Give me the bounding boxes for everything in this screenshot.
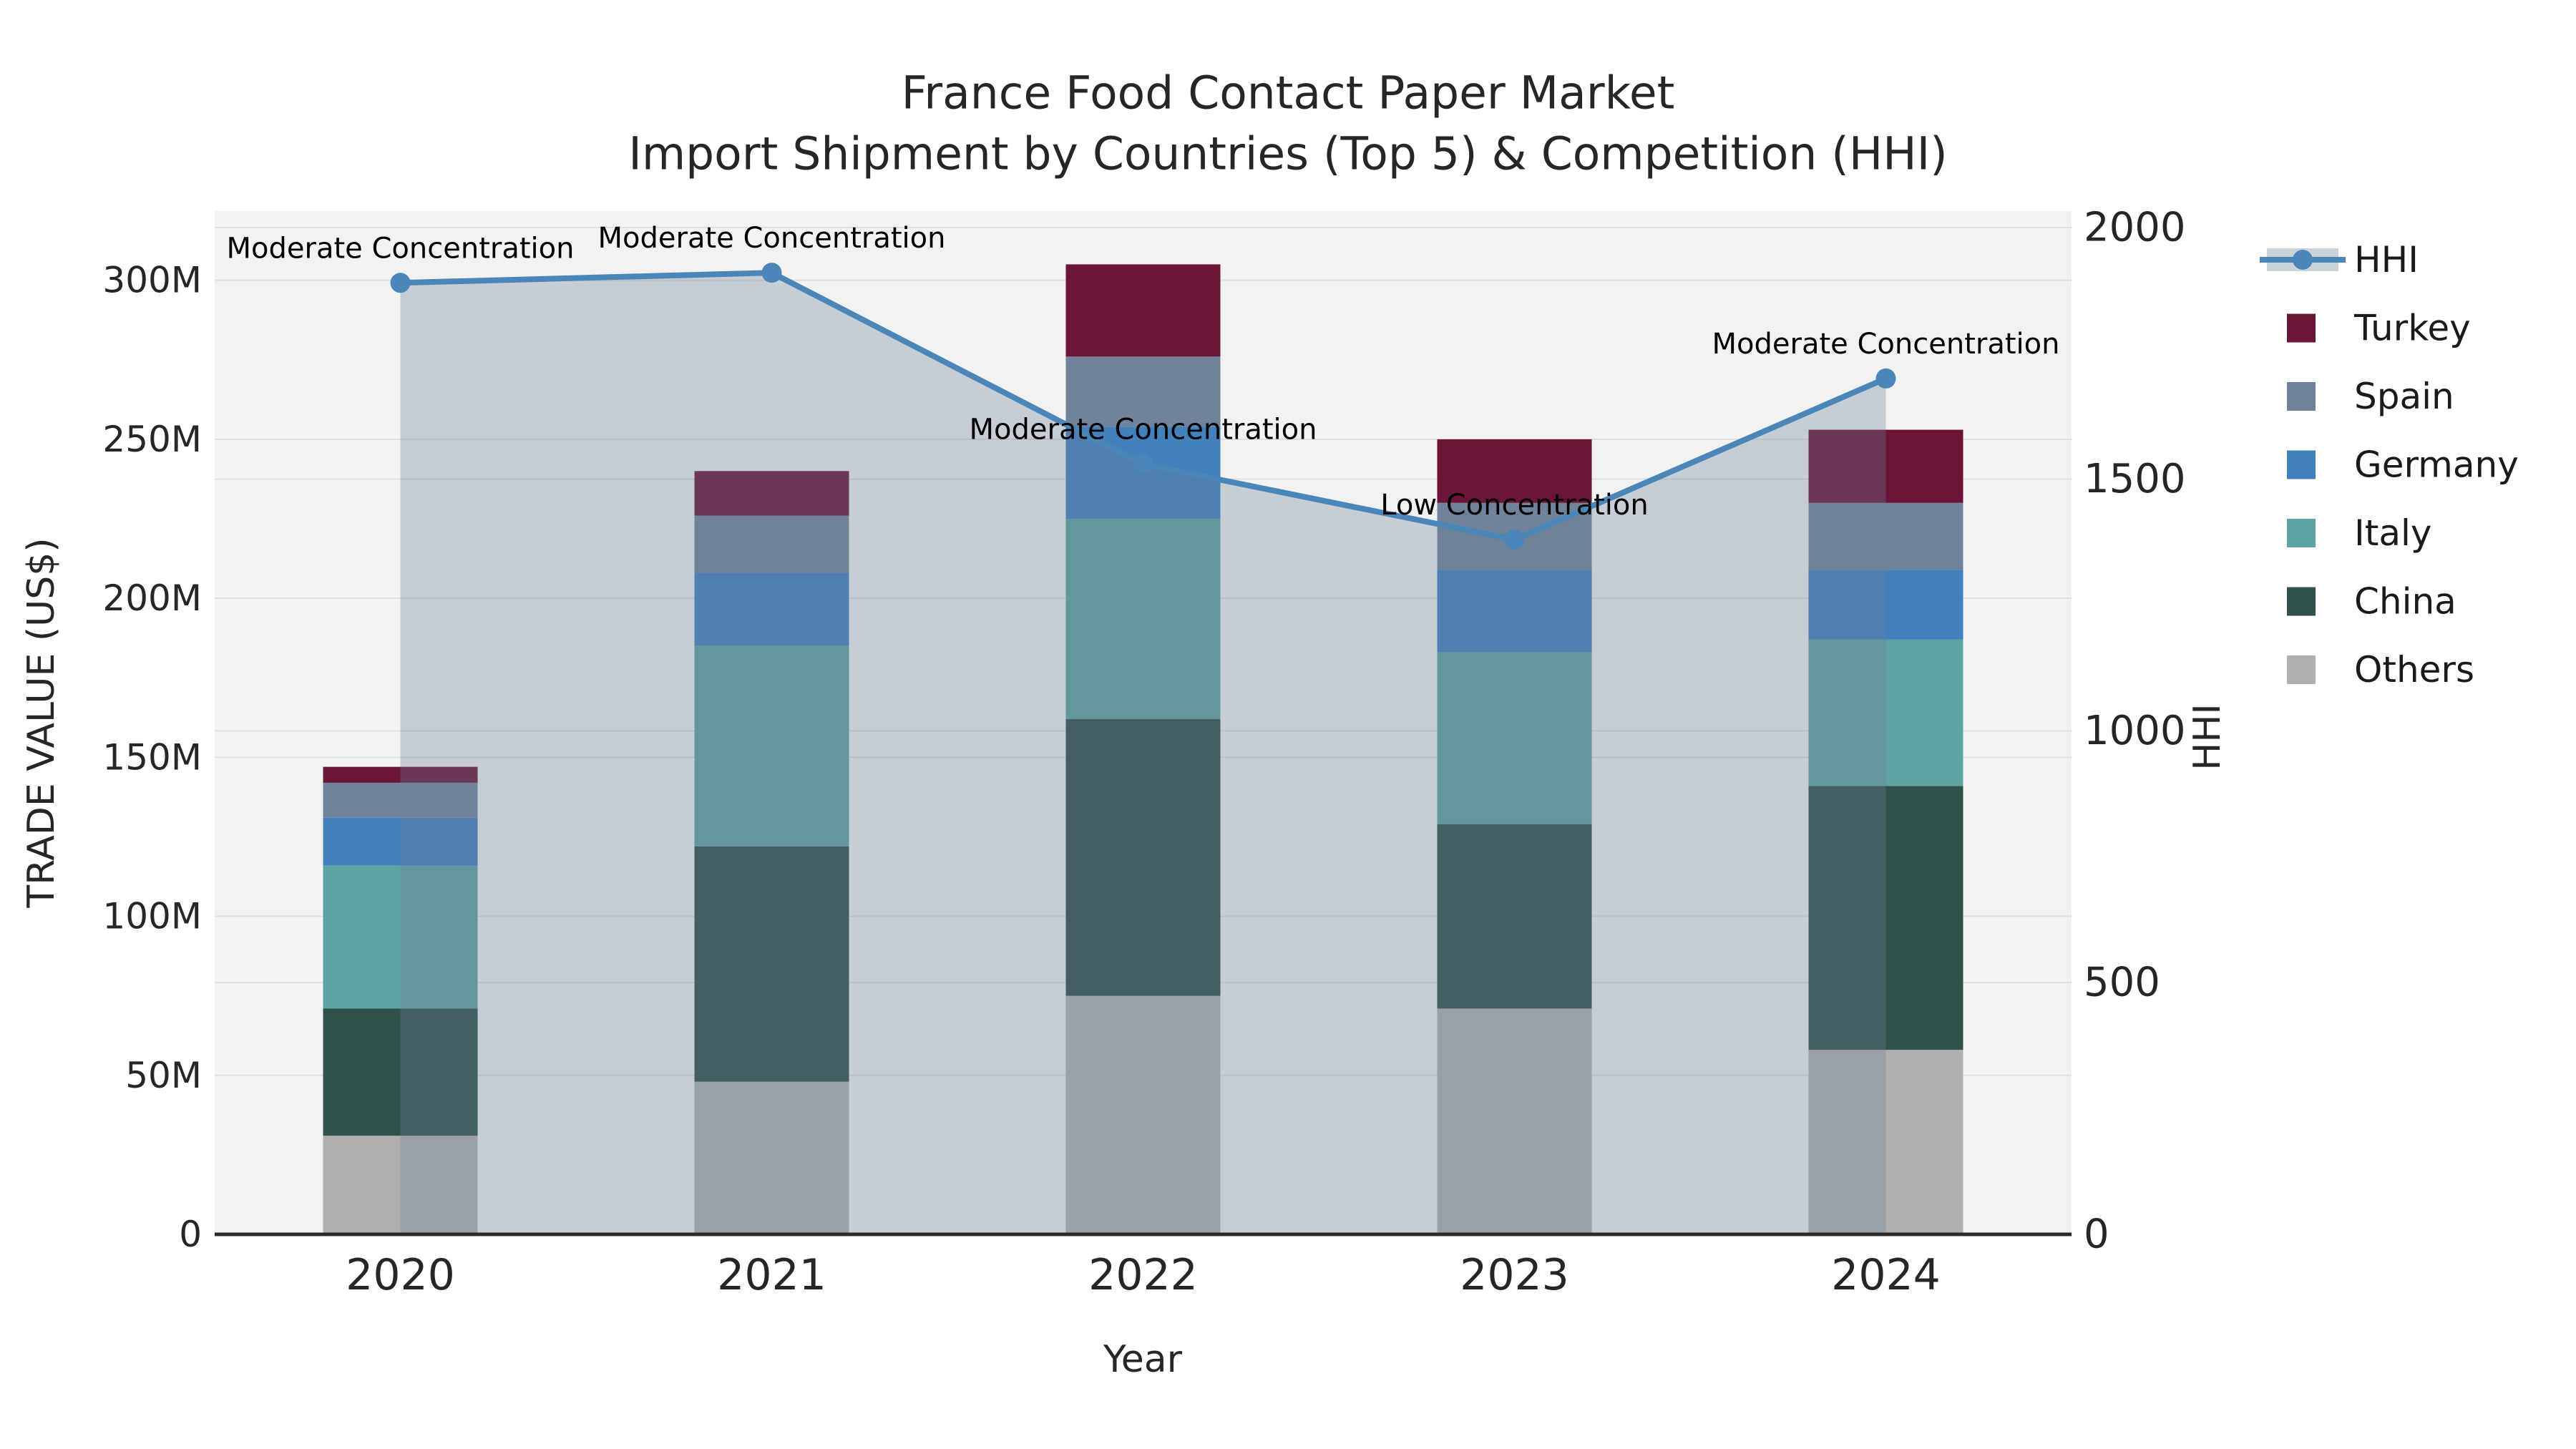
legend-swatch-turkey bbox=[2287, 313, 2316, 343]
y-right-tick-500: 500 bbox=[2084, 960, 2160, 1006]
hhi-point-2021 bbox=[761, 263, 782, 283]
legend-label-spain: Spain bbox=[2354, 376, 2454, 417]
bar-segment-germany-2020 bbox=[323, 817, 478, 866]
y-left-tick-50M: 50M bbox=[125, 1055, 202, 1096]
hhi-area-fill bbox=[400, 273, 1886, 1234]
legend-swatch-italy bbox=[2287, 519, 2316, 547]
legend-item-others: Others bbox=[2287, 649, 2474, 691]
annotation-2022: Moderate Concentration bbox=[970, 414, 1317, 447]
legend-item-germany: Germany bbox=[2287, 444, 2519, 486]
bar-segment-italy-2023 bbox=[1437, 652, 1592, 824]
bar-segment-turkey-2020 bbox=[323, 766, 478, 783]
bar-segment-china-2024 bbox=[1808, 786, 1963, 1050]
legend-label-hhi: HHI bbox=[2354, 239, 2419, 280]
x-tick-2020: 2020 bbox=[346, 1250, 455, 1300]
legend-hhi-marker-icon bbox=[2293, 250, 2313, 270]
y-left-tick-250M: 250M bbox=[102, 419, 202, 460]
bar-segment-others-2023 bbox=[1437, 1008, 1592, 1234]
bar-segment-germany-2023 bbox=[1437, 570, 1592, 653]
bar-stack-2020 bbox=[323, 766, 478, 1234]
y-left-tick-0: 0 bbox=[179, 1214, 202, 1255]
hhi-point-2024 bbox=[1875, 368, 1896, 389]
y-left-tick-200M: 200M bbox=[102, 577, 202, 619]
bar-segment-germany-2021 bbox=[694, 572, 849, 646]
x-tick-2024: 2024 bbox=[1831, 1250, 1941, 1300]
y-right-tick-0: 0 bbox=[2084, 1211, 2109, 1258]
bar-segment-china-2020 bbox=[323, 1008, 478, 1136]
bar-segment-turkey-2024 bbox=[1808, 429, 1963, 503]
bar-segment-china-2021 bbox=[694, 846, 849, 1082]
bar-segment-others-2024 bbox=[1808, 1050, 1963, 1234]
bar-segment-spain-2024 bbox=[1808, 502, 1963, 570]
bar-stack-2024 bbox=[1808, 429, 1963, 1234]
legend-label-china: China bbox=[2354, 581, 2457, 623]
bar-segment-turkey-2022 bbox=[1065, 264, 1221, 357]
bar-segment-turkey-2021 bbox=[694, 471, 849, 516]
x-axis-label: Year bbox=[1103, 1338, 1183, 1381]
legend-item-spain: Spain bbox=[2287, 376, 2454, 417]
bar-segment-italy-2024 bbox=[1808, 639, 1963, 786]
legend-label-italy: Italy bbox=[2354, 512, 2431, 554]
legend-item-china: China bbox=[2287, 581, 2457, 623]
bar-stack-2022 bbox=[1065, 264, 1221, 1234]
bar-segment-spain-2021 bbox=[694, 515, 849, 573]
x-tick-2022: 2022 bbox=[1088, 1250, 1198, 1300]
legend-swatch-spain bbox=[2287, 382, 2316, 411]
bar-stack-2021 bbox=[694, 471, 849, 1234]
bar-segment-others-2020 bbox=[323, 1136, 478, 1234]
bar-segment-italy-2022 bbox=[1065, 519, 1221, 719]
annotation-2021: Moderate Concentration bbox=[598, 222, 946, 255]
y-right-tick-2000: 2000 bbox=[2084, 204, 2186, 250]
legend-item-italy: Italy bbox=[2287, 512, 2431, 554]
legend-swatch-china bbox=[2287, 587, 2316, 616]
bar-segment-italy-2020 bbox=[323, 865, 478, 1009]
y-left-tick-300M: 300M bbox=[102, 260, 202, 301]
legend-item-hhi: HHI bbox=[2260, 239, 2419, 280]
chart-title-line2: Import Shipment by Countries (Top 5) & C… bbox=[628, 128, 1948, 180]
bar-stack-2023 bbox=[1437, 439, 1592, 1234]
x-tick-2023: 2023 bbox=[1460, 1250, 1569, 1300]
legend-label-turkey: Turkey bbox=[2353, 308, 2471, 349]
y-axis-label-left: TRADE VALUE (US$) bbox=[20, 537, 63, 908]
hhi-point-2020 bbox=[390, 273, 411, 293]
legend-label-germany: Germany bbox=[2354, 444, 2519, 486]
legend-label-others: Others bbox=[2354, 649, 2474, 691]
annotation-2024: Moderate Concentration bbox=[1712, 328, 2060, 361]
x-tick-2021: 2021 bbox=[717, 1250, 826, 1300]
legend-swatch-others bbox=[2287, 655, 2316, 684]
y-left-tick-150M: 150M bbox=[102, 736, 202, 778]
hhi-point-2022 bbox=[1133, 454, 1153, 474]
y-right-tick-1000: 1000 bbox=[2084, 708, 2186, 754]
y-axis-label-right: HHI bbox=[2186, 703, 2229, 771]
legend-item-turkey: Turkey bbox=[2287, 308, 2471, 349]
bar-segment-others-2021 bbox=[694, 1081, 849, 1234]
bar-segment-spain-2022 bbox=[1065, 356, 1221, 427]
hhi-point-2023 bbox=[1504, 530, 1525, 550]
bar-segment-italy-2021 bbox=[694, 645, 849, 847]
annotation-2020: Moderate Concentration bbox=[227, 232, 575, 265]
bar-segment-china-2022 bbox=[1065, 719, 1221, 996]
bar-segment-turkey-2023 bbox=[1437, 439, 1592, 503]
y-left-tick-100M: 100M bbox=[102, 896, 202, 937]
annotation-2023: Low Concentration bbox=[1380, 489, 1648, 522]
legend-swatch-germany bbox=[2287, 450, 2316, 479]
bar-segment-others-2022 bbox=[1065, 995, 1221, 1234]
y-right-tick-1500: 1500 bbox=[2084, 456, 2186, 502]
bar-segment-germany-2024 bbox=[1808, 570, 1963, 640]
bar-segment-china-2023 bbox=[1437, 824, 1592, 1009]
bar-segment-spain-2020 bbox=[323, 782, 478, 818]
chart-title-line1: France Food Contact Paper Market bbox=[902, 67, 1675, 119]
